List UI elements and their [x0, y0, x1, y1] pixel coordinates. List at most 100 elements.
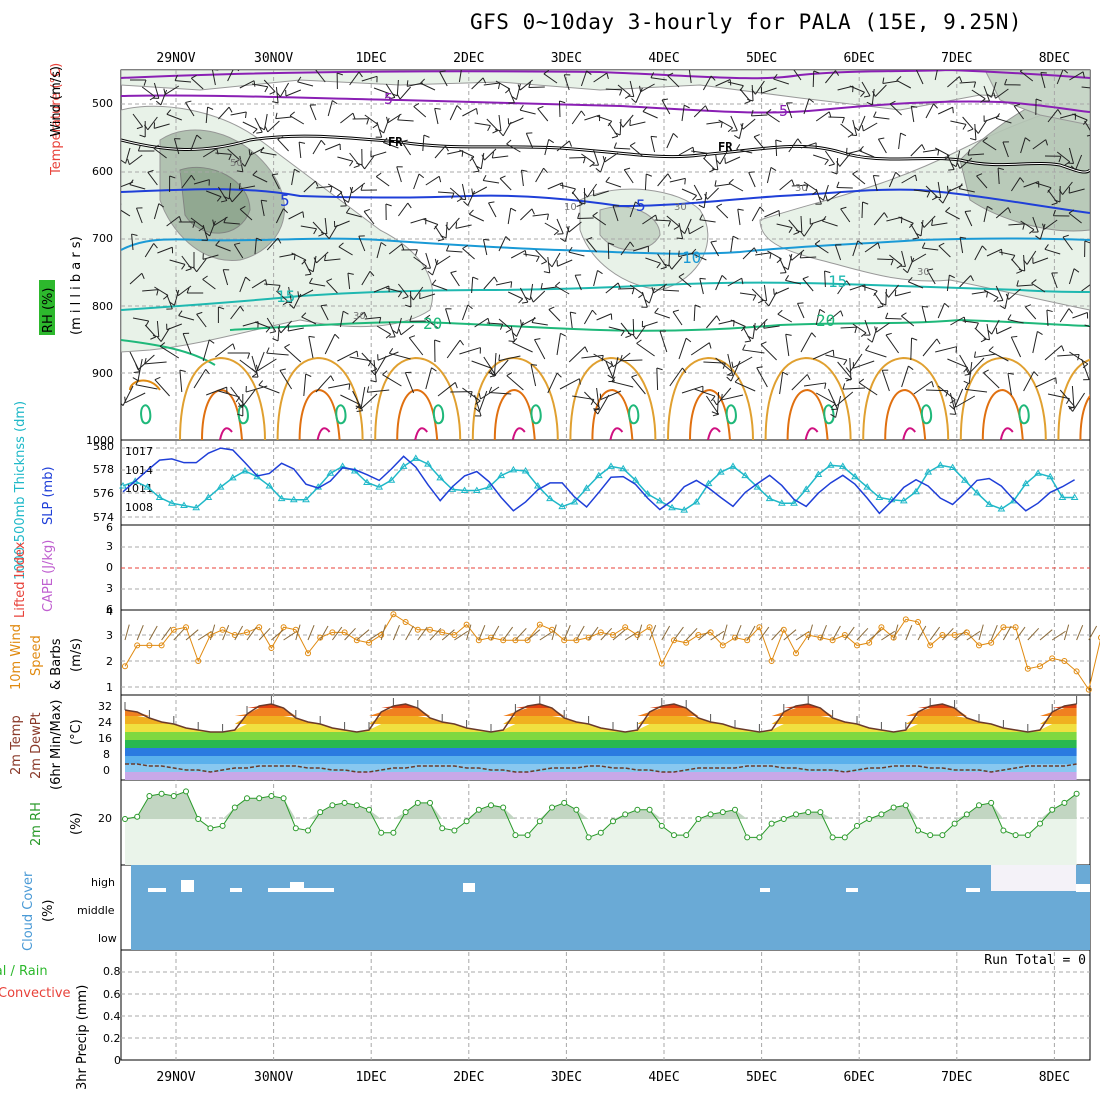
wind-barb [1024, 306, 1037, 320]
wind-barb-flag [672, 309, 679, 313]
wind-barb [1044, 248, 1061, 255]
wind-barb-flag [541, 261, 547, 265]
wind-barb [968, 361, 973, 384]
rh-area-high [125, 791, 1077, 819]
wind-barb-flag [1004, 78, 1008, 85]
wind10-speed-label: Speed [29, 635, 44, 676]
wind-barb [347, 186, 354, 203]
cloud-gap [304, 888, 334, 892]
wind-barb-flag [678, 273, 685, 278]
rh-point [1049, 806, 1056, 813]
wind-barb [388, 321, 396, 338]
wind-barb [1081, 86, 1090, 89]
wind-barb [125, 147, 131, 164]
wind-barb [898, 216, 914, 224]
wind-barb [815, 392, 836, 405]
wind-barb-flag [382, 137, 388, 143]
wind-barb-flag [949, 413, 956, 415]
rh-point [158, 790, 165, 797]
wind-barb [166, 113, 182, 121]
rh-contour [237, 404, 249, 425]
wind-barb-flag [483, 238, 490, 241]
wind-barb [775, 139, 778, 157]
wind-barb [1002, 141, 1009, 158]
wind-barb-flag [914, 174, 918, 181]
wind-barb [1019, 70, 1034, 82]
wind-barb [583, 309, 593, 325]
wind-barb [881, 370, 890, 392]
wind-barb-flag [366, 386, 370, 393]
wind-barb [446, 250, 463, 253]
wind-barb [996, 326, 1012, 335]
contour-label: 20 [816, 311, 835, 330]
wind-barb [298, 142, 302, 159]
wind-barb [339, 311, 344, 328]
wind-barb-flag [689, 67, 695, 68]
wind-barb-flag [315, 180, 319, 187]
wind-barb-flag [896, 76, 902, 81]
wind-barb [937, 303, 945, 319]
wind-barb-flag [440, 235, 447, 239]
wind-barb-flag [682, 367, 687, 374]
wind-barb-flag [228, 154, 232, 161]
wind-barb-flag [264, 126, 269, 133]
wind-barb [535, 249, 548, 262]
wind-barb [471, 277, 474, 294]
day-label-top: 29NOV [156, 51, 195, 66]
wind-barb-flag [302, 211, 305, 218]
wind-barb-flag [579, 201, 586, 205]
wind-barb [215, 244, 231, 252]
wind-barb-flag [223, 196, 230, 200]
wind-barb-flag [753, 247, 758, 254]
wind-barb [966, 630, 981, 641]
wind-barb [622, 114, 634, 128]
wind-barb-flag [907, 276, 913, 283]
thickness-point [741, 471, 750, 479]
wind-barb [141, 86, 156, 98]
thickness-point [424, 460, 432, 467]
rh-point [1073, 790, 1080, 797]
wind-barb [681, 188, 697, 196]
wind-barb [166, 323, 182, 331]
wind-barb [611, 381, 634, 388]
wind-barb [642, 214, 656, 225]
wind-barb-flag [915, 232, 922, 237]
wind-barb [196, 313, 207, 328]
wind-barb [636, 624, 643, 641]
wind-barb [486, 118, 499, 131]
wind-barb-flag [1042, 223, 1045, 230]
wind-barb-flag [1047, 187, 1052, 193]
wind-barb [434, 145, 446, 159]
wind-barb-flag [592, 309, 597, 315]
wind-barb [559, 378, 580, 390]
wind-barb [825, 70, 836, 84]
thickness-point [497, 471, 506, 479]
rh-point [646, 806, 653, 813]
wind-barb-flag [873, 174, 880, 177]
wind-barb-flag [413, 103, 420, 107]
wind-barb [493, 352, 497, 375]
wind-barb-flag [656, 367, 663, 371]
wind-barb [234, 625, 244, 641]
wind-barb [242, 121, 258, 130]
wind-barb [974, 327, 987, 340]
wind-barb [654, 219, 671, 222]
wind-barb [1068, 268, 1075, 285]
wind-barb-flag [369, 270, 375, 277]
wind-barb [689, 225, 704, 235]
wind-barb [813, 154, 829, 161]
wind-barb [316, 251, 329, 264]
wind-barb [1011, 258, 1023, 272]
wind-barb-flag [721, 275, 727, 280]
wind-barb [539, 630, 554, 641]
wind-barb-flag [272, 101, 279, 104]
wind-barb-flag [986, 93, 992, 98]
wind-barb-flag [606, 72, 609, 79]
wind-barb-flag [731, 361, 734, 368]
wind-barb [1062, 236, 1073, 251]
wind-barb-flag [1031, 279, 1037, 284]
wind-barb-flag [269, 331, 276, 334]
wind-barb-flag [778, 210, 781, 217]
wind-barb [946, 275, 950, 292]
wind-barb [325, 143, 341, 151]
